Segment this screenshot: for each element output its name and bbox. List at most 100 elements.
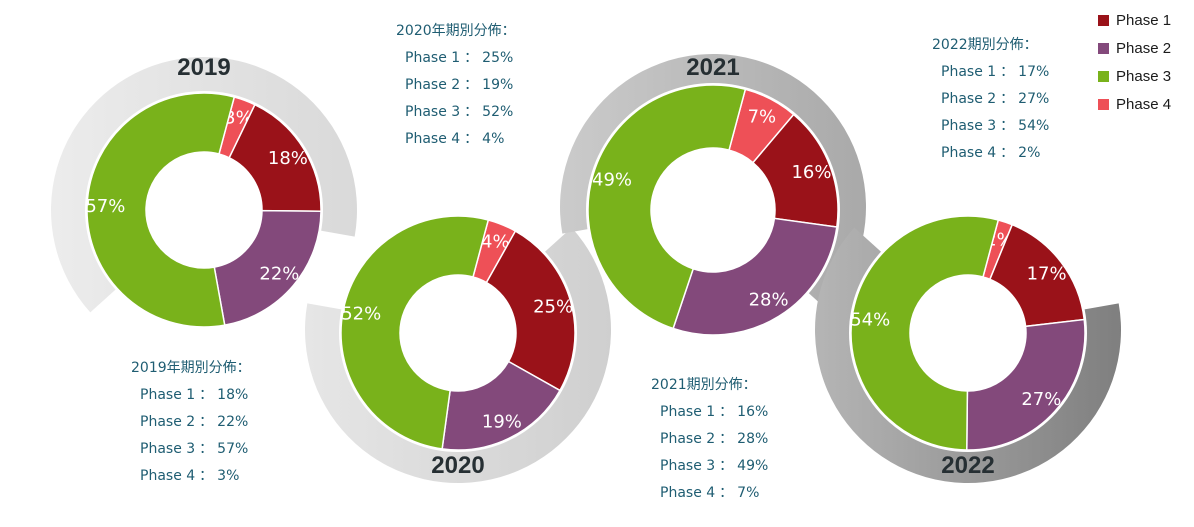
distribution-separator: ： (1000, 64, 1015, 80)
slice-label-2022-phase-2: 27% (1021, 389, 1061, 410)
distribution-row-phase-1: Phase 1： 25% (396, 45, 516, 72)
distribution-phase: Phase 1 (941, 64, 997, 80)
distribution-value: 57% (217, 441, 249, 457)
distribution-phase: Phase 3 (941, 118, 997, 134)
slice-label-2020-phase-1: 25% (533, 296, 573, 317)
donut-2020: 4% 25% 19% 52% (339, 214, 577, 452)
distribution-row-phase-2: Phase 2： 28% (651, 426, 768, 453)
distribution-value: 27% (1018, 91, 1050, 107)
legend-item-phase-4: Phase 4 (1098, 90, 1171, 118)
distribution-phase: Phase 1 (140, 387, 196, 403)
donut-hole (910, 275, 1026, 391)
year-labels: 2019 2020 2021 2022 (177, 54, 994, 479)
legend-swatch (1098, 42, 1109, 54)
legend-label: Phase 3 (1116, 67, 1172, 85)
distribution-value: 25% (482, 50, 514, 66)
distribution-separator: ： (719, 458, 734, 474)
distribution-separator: ： (1000, 118, 1015, 134)
distribution-value: 19% (482, 77, 514, 93)
slice-label-2022-phase-1: 17% (1027, 263, 1067, 284)
donut-2022: 2%17%27%54% (849, 214, 1087, 452)
distribution-separator: ： (719, 431, 734, 447)
distribution-row-phase-4: Phase 4： 2% (932, 140, 1049, 167)
distribution-title: 2019年期別分佈： (131, 360, 251, 376)
slice-label-2021-phase-2: 28% (749, 290, 789, 311)
legend-item-phase-1: Phase 1 (1098, 6, 1171, 34)
distribution-separator: ： (199, 414, 214, 430)
donut-2021: 7% 16% 28% 49% (586, 83, 840, 337)
donut-charts: 3%18%22%57%4%25%19%52%7%16%28%49%2%17%27… (85, 83, 1087, 452)
donut-2019: 3%18%22%57% (85, 91, 323, 329)
distribution-value: 22% (217, 414, 249, 430)
slice-label-2019-phase-2: 22% (259, 264, 299, 285)
distribution-phase: Phase 4 (140, 468, 196, 484)
distribution-separator: ： (199, 441, 214, 457)
distribution-value: 16% (737, 404, 769, 420)
distribution-separator: ： (464, 50, 479, 66)
distribution-value: 18% (217, 387, 249, 403)
year-label-2022: 2022 (941, 452, 994, 479)
distribution-value: 28% (737, 431, 769, 447)
distribution-phase: Phase 2 (660, 431, 716, 447)
distribution-2020: 2020年期別分佈： Phase 1： 25% Phase 2： 19% Phase 3：… (396, 18, 516, 153)
distribution-separator: ： (464, 104, 479, 120)
distribution-title: 2020年期別分佈： (396, 23, 516, 39)
distribution-row-phase-3: Phase 3： 57% (131, 436, 251, 463)
distribution-value: 3% (217, 468, 240, 484)
distribution-separator: ： (464, 131, 479, 147)
distribution-phase: Phase 2 (941, 91, 997, 107)
donut-hole (400, 275, 516, 391)
distribution-separator: ： (199, 468, 214, 484)
legend-swatch (1098, 14, 1109, 26)
distribution-separator: ： (1000, 145, 1015, 161)
slice-label-2019-phase-1: 18% (268, 148, 308, 169)
donut-hole (651, 148, 775, 272)
distribution-row-phase-3: Phase 3： 52% (396, 99, 516, 126)
distribution-phase: Phase 1 (405, 50, 461, 66)
distribution-row-phase-2: Phase 2： 27% (932, 86, 1049, 113)
slice-label-2021-phase-4: 7% (748, 107, 777, 128)
distribution-phase: Phase 3 (660, 458, 716, 474)
legend-label: Phase 2 (1116, 39, 1172, 57)
slice-label-2020-phase-3: 52% (341, 303, 381, 324)
distribution-phase: Phase 4 (941, 145, 997, 161)
slice-label-2019-phase-3: 57% (85, 196, 125, 217)
distribution-value: 2% (1018, 145, 1041, 161)
slice-label-2020-phase-2: 19% (482, 411, 522, 432)
legend-label: Phase 4 (1116, 95, 1172, 113)
year-label-2019: 2019 (177, 54, 230, 81)
chart-legend: Phase 1 Phase 2 Phase 3 Phase 4 (1098, 6, 1171, 118)
distribution-phase: Phase 2 (405, 77, 461, 93)
distribution-separator: ： (719, 485, 734, 501)
slice-label-2021-phase-1: 16% (791, 162, 831, 183)
distribution-row-phase-1: Phase 1： 16% (651, 399, 768, 426)
distribution-phase: Phase 2 (140, 414, 196, 430)
distribution-2021: 2021期別分佈： Phase 1： 16% Phase 2： 28% Phase 3： 4… (651, 372, 768, 507)
distribution-separator: ： (464, 77, 479, 93)
distribution-2022: 2022期別分佈： Phase 1： 17% Phase 2： 27% Phase 3： 5… (932, 32, 1049, 167)
distribution-title: 2022期別分佈： (932, 37, 1038, 53)
distribution-row-phase-1: Phase 1： 17% (932, 59, 1049, 86)
distribution-value: 54% (1018, 118, 1050, 134)
legend-swatch (1098, 70, 1109, 82)
distribution-value: 17% (1018, 64, 1050, 80)
distribution-row-phase-2: Phase 2： 22% (131, 409, 251, 436)
legend-swatch (1098, 98, 1109, 110)
distribution-title: 2021期別分佈： (651, 377, 757, 393)
legend-item-phase-2: Phase 2 (1098, 34, 1171, 62)
slice-label-2020-phase-4: 4% (481, 232, 510, 253)
year-label-2020: 2020 (431, 452, 484, 479)
distribution-value: 52% (482, 104, 514, 120)
distribution-separator: ： (1000, 91, 1015, 107)
distribution-phase: Phase 4 (660, 485, 716, 501)
distribution-value: 49% (737, 458, 769, 474)
distribution-separator: ： (719, 404, 734, 420)
donut-hole (146, 152, 262, 268)
legend-item-phase-3: Phase 3 (1098, 62, 1171, 90)
distribution-value: 7% (737, 485, 760, 501)
distribution-2019: 2019年期別分佈： Phase 1： 18% Phase 2： 22% Phase 3：… (131, 355, 251, 490)
distribution-row-phase-4: Phase 4： 7% (651, 480, 768, 507)
distribution-row-phase-3: Phase 3： 54% (932, 113, 1049, 140)
